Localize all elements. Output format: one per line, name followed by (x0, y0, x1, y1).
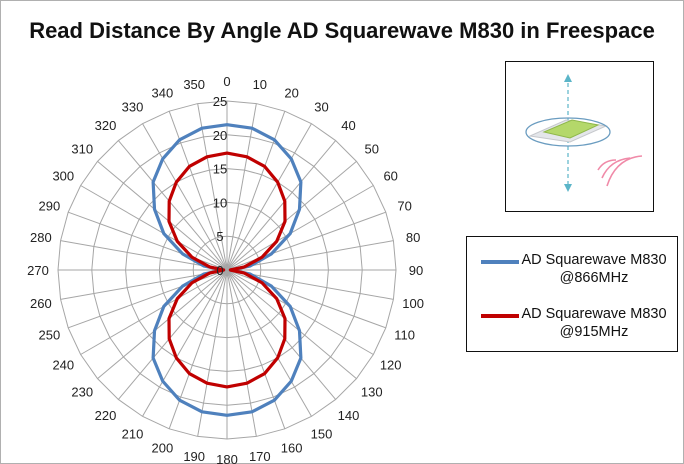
legend-label-915-line2: @915MHz (559, 324, 629, 340)
tag-orientation-inset (505, 61, 654, 212)
angle-tick-label-320: 320 (95, 118, 117, 133)
angle-tick-label-20: 20 (284, 85, 298, 100)
angle-tick-label-10: 10 (253, 77, 267, 92)
spoke-140 (226, 269, 337, 400)
angle-tick-label-310: 310 (71, 142, 93, 157)
angle-tick-label-50: 50 (365, 142, 379, 157)
angle-tick-label-150: 150 (311, 427, 333, 442)
spoke-130 (226, 269, 357, 380)
angle-tick-label-280: 280 (30, 230, 52, 245)
angle-tick-label-120: 120 (380, 358, 402, 373)
legend-label-866-line2: @866MHz (559, 270, 629, 286)
chart-legend: AD Squarewave M830 @866MHz AD Squarewave… (466, 236, 678, 352)
radial-tick-label-25: 25 (213, 94, 227, 109)
legend-label-866-line1: AD Squarewave M830 (521, 252, 667, 268)
radial-tick-label-20: 20 (213, 128, 227, 143)
angle-tick-label-190: 190 (183, 449, 205, 464)
series-line-866 (151, 123, 303, 417)
radial-tick-label-0: 0 (216, 263, 223, 278)
tag-orientation-diagram-icon (525, 74, 643, 192)
polar-spokes (58, 101, 396, 439)
radial-tick-label-5: 5 (216, 229, 223, 244)
angle-tick-label-110: 110 (394, 328, 415, 343)
angle-tick-label-70: 70 (397, 198, 411, 213)
spoke-170 (226, 269, 257, 437)
angle-tick-label-270: 270 (27, 263, 49, 278)
angle-tick-label-220: 220 (95, 408, 117, 423)
spoke-20 (226, 111, 286, 271)
legend-swatch-866 (481, 260, 519, 264)
radial-tick-label-10: 10 (213, 195, 227, 210)
angle-tick-label-90: 90 (409, 263, 423, 278)
angle-tick-label-200: 200 (152, 441, 174, 456)
spoke-30 (226, 123, 312, 271)
angle-tick-label-330: 330 (122, 99, 144, 114)
spoke-310 (97, 160, 228, 271)
spoke-220 (117, 269, 228, 400)
angle-tick-label-60: 60 (383, 169, 397, 184)
angle-tick-label-170: 170 (249, 449, 271, 464)
angle-tick-label-340: 340 (152, 85, 174, 100)
angle-tick-label-350: 350 (183, 77, 205, 92)
spoke-40 (226, 140, 337, 271)
angle-tick-label-40: 40 (341, 118, 355, 133)
spoke-330 (142, 123, 228, 271)
spoke-160 (226, 269, 286, 429)
spoke-340 (168, 111, 228, 271)
angle-tick-label-240: 240 (52, 358, 74, 373)
angle-tick-label-30: 30 (314, 99, 328, 114)
angle-tick-label-130: 130 (361, 384, 383, 399)
angle-tick-label-300: 300 (52, 169, 74, 184)
spoke-350 (197, 103, 228, 271)
legend-label-915-line1: AD Squarewave M830 (521, 306, 667, 322)
angle-tick-label-250: 250 (39, 328, 61, 343)
angle-tick-label-160: 160 (281, 441, 303, 456)
spoke-190 (197, 269, 228, 437)
legend-swatch-915 (481, 314, 519, 318)
angle-tick-label-260: 260 (30, 296, 52, 311)
spoke-150 (226, 269, 312, 417)
angle-tick-labels: 0 102030405060708090100110120130140150160… (27, 74, 424, 464)
spoke-300 (80, 185, 228, 271)
spoke-200 (168, 269, 228, 429)
spoke-50 (226, 160, 357, 271)
angle-tick-label-230: 230 (71, 384, 93, 399)
angle-tick-label-100: 100 (402, 296, 424, 311)
spoke-320 (117, 140, 228, 271)
spoke-60 (226, 185, 374, 271)
radial-tick-labels: 0 5 10 15 20 25 (213, 94, 227, 278)
angle-tick-label-180: 180 (216, 452, 238, 464)
series-layer (151, 123, 303, 417)
spoke-120 (226, 269, 374, 355)
spoke-240 (80, 269, 228, 355)
angle-tick-label-80: 80 (406, 230, 420, 245)
series-line-915 (167, 151, 287, 389)
spoke-10 (226, 103, 257, 271)
spoke-210 (142, 269, 228, 417)
angle-tick-label-140: 140 (338, 408, 360, 423)
radial-tick-label-15: 15 (213, 162, 227, 177)
angle-tick-label-290: 290 (39, 198, 61, 213)
angle-tick-label-0: 0 (223, 74, 230, 89)
angle-tick-label-210: 210 (122, 427, 144, 442)
chart-title: Read Distance By Angle AD Squarewave M83… (29, 18, 655, 43)
spoke-230 (97, 269, 228, 380)
